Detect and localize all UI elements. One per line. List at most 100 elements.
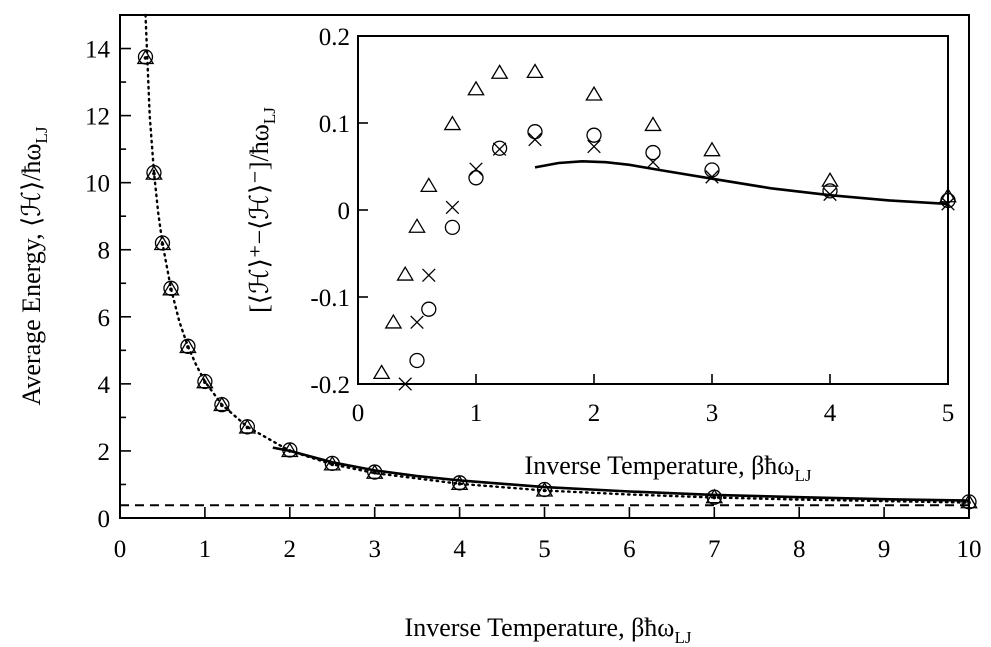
main-dot-marker-14: [967, 500, 971, 505]
main-x-tick-label: 5: [538, 536, 551, 563]
main-triangle-marker-0: [136, 49, 155, 65]
main-triangle-marker-13: [705, 488, 724, 504]
inset-circle-marker-6: [586, 127, 602, 143]
inset-y-axis-title-subscript: LJ: [260, 107, 279, 124]
main-y-tick-label: 0: [98, 506, 111, 533]
inset-x-tick-label: 3: [706, 400, 719, 427]
inset-circle-marker-0: [409, 352, 425, 369]
main-dot-marker-7: [245, 425, 250, 430]
inset-triangle-marker-1: [384, 313, 403, 329]
inset-triangle-marker-7: [490, 64, 509, 79]
inset-cross-marker-1: [410, 315, 424, 329]
main-y-tick-label: 2: [98, 439, 111, 466]
main-dot-marker-11: [457, 481, 462, 486]
main-triangle-marker-12: [535, 481, 554, 497]
inset-background: [352, 36, 948, 388]
inset-x-tick-label: 1: [470, 400, 483, 427]
main-y-tick-label: 6: [98, 305, 111, 332]
inset-cross-marker-7: [587, 139, 601, 154]
main-triangle-marker-9: [323, 455, 342, 471]
inset-triangle-marker-12: [821, 171, 839, 187]
main-x-axis-title-subscript: LJ: [674, 628, 691, 647]
inset-circle-marker-9: [822, 183, 838, 199]
main-triangle-marker-5: [196, 373, 214, 389]
main-x-tick-label: 7: [708, 536, 721, 563]
main-y-axis-title-text: Average Energy, ⟨ℋ⟩/ħω: [17, 144, 46, 406]
inset-triangle-marker-4: [420, 177, 438, 192]
inset-y-tick-label: 0.2: [319, 24, 350, 51]
main-x-tick-label: 8: [793, 536, 806, 563]
main-dot-marker-9: [330, 462, 335, 467]
inset-y-tick-label: -0.1: [310, 285, 350, 312]
main-x-tick-labels: 0 1 2 3 4 5 6 7 8 9 10: [114, 536, 982, 563]
main-x-axis-title-text: Inverse Temperature, βħω: [405, 613, 675, 642]
main-dot-marker-6: [220, 403, 224, 408]
main-y-axis-title: Average Energy, ⟨ℋ⟩/ħωLJ: [17, 126, 51, 405]
main-dot-marker-4: [186, 345, 190, 349]
main-x-tick-label: 0: [114, 536, 127, 563]
inset-cross-marker-6: [528, 132, 542, 147]
inset-axis-ticks: [357, 35, 949, 385]
main-y-tick-label: 10: [85, 171, 110, 198]
inset-circle-marker-4: [491, 140, 508, 156]
inset-markers: [372, 63, 957, 391]
main-dot-marker-0: [143, 56, 148, 60]
inset-cross-marker-5: [492, 142, 507, 156]
main-dot-marker-2: [160, 242, 165, 246]
inset-triangle-marker-5: [443, 115, 462, 131]
main-triangle-marker-6: [213, 396, 231, 412]
inset-circle-marker-10: [940, 192, 956, 209]
inset-cross-marker-0: [398, 377, 412, 391]
main-dot-marker-1: [152, 171, 156, 176]
main-y-axis-title-subscript: LJ: [32, 126, 51, 143]
main-x-tick-label: 9: [878, 536, 891, 563]
main-y-tick-label: 4: [98, 372, 111, 399]
inset-y-tick-labels: -0.2 -0.1 0 0.1 0.2: [310, 24, 350, 399]
main-dot-marker-5: [203, 380, 207, 384]
inset-triangle-marker-11: [703, 141, 721, 157]
inset-cross-marker-9: [705, 170, 719, 184]
inset-y-axis-title: [⟨ℋ⟩⁺−⟨ℋ⟩⁻]/ħωLJ: [245, 107, 279, 313]
inset-x-tick-labels: 0 1 2 3 4 5: [352, 400, 955, 427]
inset-x-tick-label: 5: [942, 400, 955, 427]
main-x-tick-label: 4: [453, 536, 466, 563]
main-triangle-marker-3: [162, 280, 180, 296]
main-triangle-marker-11: [450, 475, 469, 490]
inset-triangle-marker-10: [644, 116, 662, 132]
main-x-tick-label: 2: [284, 536, 297, 563]
main-axis-ticks: [119, 47, 970, 519]
inset-x-axis-title-subscript: LJ: [794, 466, 811, 485]
main-triangle-marker-8: [281, 442, 299, 458]
main-dot-marker-8: [288, 449, 292, 453]
inset-y-tick-label: 0: [338, 198, 351, 225]
main-x-tick-label: 10: [957, 536, 982, 563]
main-x-tick-label: 6: [623, 536, 636, 563]
inset-y-tick-label: -0.2: [310, 372, 350, 399]
inset-cross-marker-10: [823, 187, 837, 202]
main-triangle-marker-1: [145, 164, 163, 180]
main-triangle-marker-14: [960, 493, 978, 509]
inset-cross-marker-2: [422, 268, 436, 283]
inset-circle-marker-1: [421, 301, 437, 317]
inset-x-tick-label: 4: [824, 400, 837, 427]
inset-x-tick-label: 2: [588, 400, 601, 427]
inset-triangle-marker-8: [526, 63, 544, 79]
inset-solid-curve: [534, 159, 949, 206]
inset-lines: [534, 159, 949, 206]
main-triangle-marker-10: [365, 464, 384, 479]
inset-cross-marker-8: [646, 155, 660, 169]
main-dot-marker-3: [169, 287, 173, 292]
main-dot-marker-10: [372, 470, 377, 475]
main-x-tick-label: 1: [199, 536, 212, 563]
inset-y-tick-label: 0.1: [319, 111, 350, 138]
inset-circle-marker-3: [468, 170, 484, 186]
inset-circle-marker-7: [645, 144, 661, 161]
main-triangle-marker-2: [153, 235, 172, 251]
main-dot-marker-12: [542, 488, 547, 493]
main-triangle-marker-7: [238, 418, 257, 434]
main-triangle-marker-4: [179, 338, 197, 354]
main-y-tick-label: 12: [85, 104, 110, 131]
inset-x-axis-title-text: Inverse Temperature, βħω: [525, 451, 795, 480]
inset-y-axis-title-text: [⟨ℋ⟩⁺−⟨ℋ⟩⁻]/ħω: [245, 124, 274, 313]
